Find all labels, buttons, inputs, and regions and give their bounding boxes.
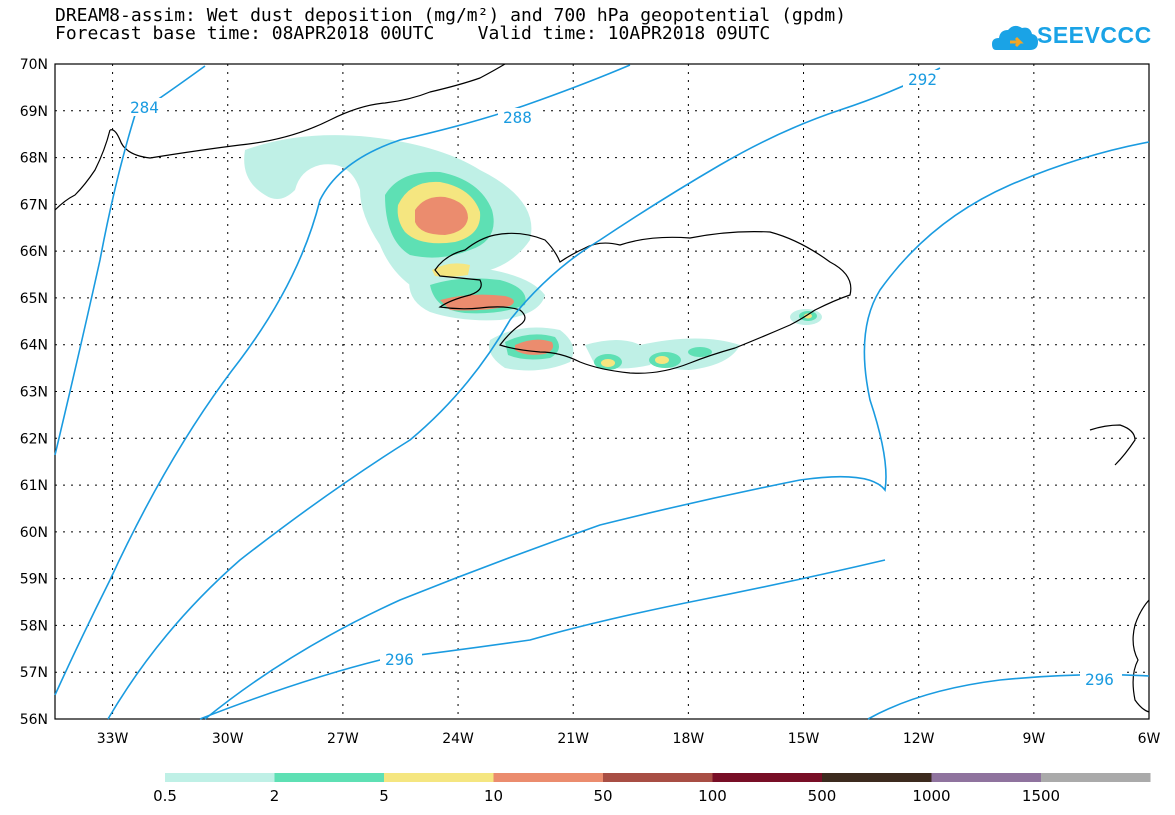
colorbar-label: 50	[593, 787, 612, 805]
latitude-label: 67N	[20, 197, 48, 213]
latitude-label: 58N	[20, 618, 48, 634]
colorbar-label: 100	[698, 787, 727, 805]
longitude-label: 24W	[442, 731, 474, 747]
colorbar-swatch	[493, 773, 603, 782]
longitude-label: 27W	[327, 731, 359, 747]
colorbar-legend: 0.5 2 5 10 50 100 500 1000 1500	[153, 773, 1151, 805]
graticule	[55, 64, 1149, 719]
colorbar-swatch	[384, 773, 494, 782]
logo-text: SEEVCCC	[1037, 22, 1152, 48]
latitude-label: 66N	[20, 244, 48, 260]
iceland-coast	[434, 231, 852, 374]
contour-labels: 284 288 292 296 296	[124, 70, 1122, 689]
colorbar-label: 2	[270, 787, 280, 805]
latitude-label: 62N	[20, 431, 48, 447]
chart-title-line-2: Forecast base time: 08APR2018 00UTC Vali…	[55, 23, 771, 44]
longitude-label: 12W	[903, 731, 935, 747]
latitude-label: 65N	[20, 291, 48, 307]
latitude-label: 68N	[20, 151, 48, 167]
latitude-label: 61N	[20, 478, 48, 494]
latitude-label: 70N	[20, 57, 48, 73]
colorbar-swatch	[274, 773, 384, 782]
colorbar-label: 500	[808, 787, 837, 805]
cloud-logo-icon	[992, 25, 1038, 50]
colorbar-swatch	[603, 773, 713, 782]
colorbar-label: 5	[379, 787, 389, 805]
colorbar-swatch	[712, 773, 822, 782]
dust-field-high	[415, 196, 468, 235]
contour-label: 296	[1085, 670, 1114, 689]
contour-292	[204, 141, 1150, 720]
chart-title-line-1: DREAM8-assim: Wet dust deposition (mg/m²…	[55, 5, 847, 26]
longitude-label: 33W	[97, 731, 129, 747]
colorbar-swatch	[1041, 773, 1151, 782]
greenland-coast	[109, 63, 506, 159]
colorbar-label: 1000	[912, 787, 950, 805]
longitude-label: 9W	[1022, 731, 1045, 747]
latitude-label: 59N	[20, 572, 48, 588]
contour-label: 292	[908, 70, 937, 89]
latitude-label: 64N	[20, 338, 48, 354]
colorbar-swatch	[822, 773, 932, 782]
contour-296	[199, 559, 886, 720]
contour-284	[54, 65, 206, 456]
latitude-label: 69N	[20, 104, 48, 120]
colorbar-swatch	[165, 773, 275, 782]
latitude-label: 63N	[20, 385, 48, 401]
latitude-label: 57N	[20, 665, 48, 681]
longitude-labels: 33W 30W 27W 24W 21W 18W 15W 12W 9W 6W	[97, 731, 1161, 747]
contour-label: 284	[130, 98, 159, 117]
longitude-label: 6W	[1138, 731, 1161, 747]
colorbar-label: 10	[484, 787, 503, 805]
contour-288	[107, 67, 941, 720]
latitude-label: 56N	[20, 712, 48, 728]
longitude-label: 18W	[673, 731, 705, 747]
latitude-labels: 70N 69N 68N 67N 66N 65N 64N 63N 62N 61N 60N 59N 58N 5…	[20, 57, 48, 728]
contour-label: 296	[385, 650, 414, 669]
longitude-label: 21W	[557, 731, 589, 747]
colorbar-label: 0.5	[153, 787, 177, 805]
colorbar-swatch	[931, 773, 1041, 782]
coastlines	[54, 63, 1150, 713]
colorbar-label: 1500	[1022, 787, 1060, 805]
longitude-label: 15W	[788, 731, 820, 747]
contour-label: 288	[503, 108, 532, 127]
dust-deposition-fields	[244, 135, 822, 371]
latitude-label: 60N	[20, 525, 48, 541]
longitude-label: 30W	[212, 731, 244, 747]
